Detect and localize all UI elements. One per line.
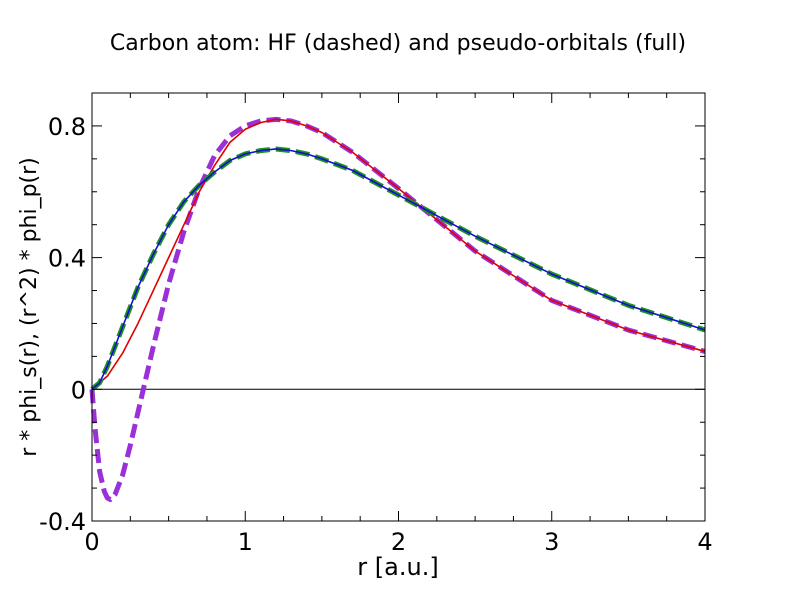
y-axis-label: r * phi_s(r), (r^2) * phi_p(r) (17, 157, 42, 457)
series-line-4 (91, 148, 706, 390)
y-tick-label: 0.8 (48, 113, 86, 141)
y-tick-label: 0 (71, 376, 86, 404)
x-tick-label: 1 (238, 528, 253, 556)
x-tick-label: 4 (697, 528, 712, 556)
x-tick-label: 2 (391, 528, 406, 556)
y-tick-label: 0.4 (48, 245, 86, 273)
chart-title: Carbon atom: HF (dashed) and pseudo-orbi… (110, 31, 686, 56)
y-tick-label: -0.4 (39, 508, 86, 536)
series-line-2 (91, 118, 706, 390)
x-axis-label: r [a.u.] (357, 553, 438, 581)
plot-frame (91, 92, 706, 522)
x-tick-label: 0 (84, 528, 99, 556)
x-tick-label: 3 (544, 528, 559, 556)
ticks-group: 0 1 2 3 4-0.400.40.8 (39, 92, 713, 556)
series-group (89, 116, 706, 503)
